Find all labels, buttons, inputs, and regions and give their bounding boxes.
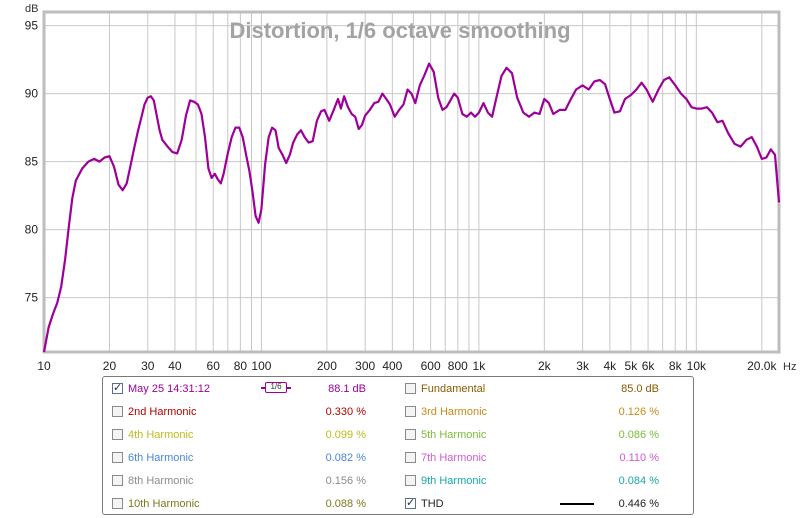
- legend-checkbox[interactable]: [112, 406, 123, 417]
- x-tick-label: 400: [382, 359, 402, 373]
- legend-checkbox[interactable]: [112, 429, 123, 440]
- legend-checkbox[interactable]: [405, 496, 416, 509]
- legend-series-label: 6th Harmonic: [128, 452, 194, 464]
- series-line: [42, 62, 781, 353]
- x-tick-label: 80: [234, 359, 248, 373]
- legend-series-value: 0.099 %: [325, 429, 366, 441]
- legend-series-label: Fundamental: [421, 383, 486, 395]
- x-tick-label: 10: [37, 359, 51, 373]
- y-axis-label: dB: [25, 3, 38, 15]
- legend-row: 10th Harmonic 0.088 % THD 0.446 %: [103, 492, 693, 515]
- x-tick-label: 20.0k: [747, 359, 777, 373]
- legend-checkbox[interactable]: [112, 475, 123, 486]
- legend-series-value: 0.110 %: [619, 452, 659, 464]
- grid: [43, 12, 779, 352]
- legend-series-label: 10th Harmonic: [128, 498, 200, 510]
- x-axis-label: Hz: [783, 361, 796, 373]
- legend-series-value: 85.0 dB: [621, 383, 659, 395]
- legend-row: 2nd Harmonic 0.330 % 3rd Harmonic 0.126 %: [103, 400, 693, 423]
- legend-series-value: 0.082 %: [325, 452, 366, 464]
- legend-series-label: 7th Harmonic: [421, 452, 487, 464]
- legend-checkbox[interactable]: [112, 452, 123, 463]
- series-layer: [42, 62, 781, 353]
- legend-checkbox[interactable]: [112, 381, 123, 394]
- x-tick-label: 40: [168, 359, 182, 373]
- x-tick-label: 4k: [603, 359, 617, 373]
- y-tick-label: 75: [25, 291, 39, 305]
- legend-checkbox[interactable]: [112, 498, 123, 509]
- legend-series-label: 3rd Harmonic: [421, 406, 488, 418]
- y-tick-label: 80: [25, 223, 39, 237]
- legend-series-value: 88.1 dB: [328, 383, 366, 395]
- x-tick-label: 5k: [625, 359, 639, 373]
- y-tick-label: 95: [25, 19, 39, 33]
- thd-line-swatch: [560, 503, 594, 505]
- x-tick-label: 200: [317, 359, 337, 373]
- legend-series-label: 4th Harmonic: [128, 429, 194, 441]
- legend-series-value: 0.156 %: [325, 475, 366, 487]
- legend-panel: May 25 14:31:12 88.1 dB 1/6 Fundamental 85.0…: [102, 376, 694, 515]
- legend-series-value: 0.446 %: [618, 498, 659, 510]
- legend-series-label: May 25 14:31:12: [128, 383, 210, 395]
- plot-frame: [42, 10, 781, 354]
- legend-series-value: 0.126 %: [618, 406, 659, 418]
- legend-series-value: 0.086 %: [618, 429, 659, 441]
- legend-series-value: 0.088 %: [325, 498, 366, 510]
- legend-series-label: 5th Harmonic: [421, 429, 487, 441]
- x-tick-label: 8k: [669, 359, 683, 373]
- x-tick-label: 10k: [687, 359, 707, 373]
- x-tick-label: 300: [355, 359, 375, 373]
- x-tick-label: 1k: [473, 359, 487, 373]
- x-tick-label: 3k: [576, 359, 590, 373]
- x-tick-labels: 10 20 30 40 60 80 100 200 300 400 600 800 1k 2k 3k 4k 5k…: [37, 359, 777, 373]
- x-tick-label: 100: [251, 359, 271, 373]
- legend-checkbox[interactable]: [405, 429, 416, 440]
- x-tick-label: 30: [141, 359, 155, 373]
- plot-border: [42, 10, 781, 354]
- x-tick-label: 800: [448, 359, 468, 373]
- legend-row: 6th Harmonic 0.082 % 7th Harmonic 0.110 %: [103, 446, 693, 469]
- x-tick-label: 6k: [642, 359, 656, 373]
- chart-title: Distortion, 1/6 octave smoothing: [229, 18, 570, 43]
- legend-series-label: 9th Harmonic: [421, 475, 487, 487]
- x-tick-label: 2k: [538, 359, 552, 373]
- legend-checkbox[interactable]: [405, 475, 416, 486]
- y-tick-labels: 75 80 85 90 95: [25, 19, 39, 305]
- legend-row: 8th Harmonic 0.156 % 9th Harmonic 0.084 %: [103, 469, 693, 492]
- legend-checkbox[interactable]: [405, 406, 416, 417]
- legend-series-value: 0.330 %: [325, 406, 366, 418]
- legend-row: May 25 14:31:12 88.1 dB 1/6 Fundamental 85.0…: [103, 377, 693, 400]
- plot-background: [44, 12, 779, 352]
- smoothing-button[interactable]: 1/6: [261, 382, 291, 394]
- legend-series-label: 2nd Harmonic: [128, 406, 197, 418]
- legend-checkbox[interactable]: [405, 383, 416, 394]
- legend-series-value: 0.084 %: [618, 475, 659, 487]
- legend-series-label: THD: [421, 498, 444, 510]
- legend-series-label: 8th Harmonic: [128, 475, 194, 487]
- smoothing-label: 1/6: [265, 382, 287, 393]
- y-tick-label: 85: [25, 155, 39, 169]
- x-tick-label: 20: [103, 359, 117, 373]
- legend-checkbox[interactable]: [405, 452, 416, 463]
- x-tick-label: 600: [421, 359, 441, 373]
- x-tick-label: 60: [207, 359, 221, 373]
- y-tick-label: 90: [25, 87, 39, 101]
- legend-row: 4th Harmonic 0.099 % 5th Harmonic 0.086 %: [103, 423, 693, 446]
